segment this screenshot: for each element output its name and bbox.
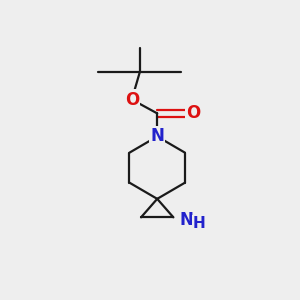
- Text: O: O: [125, 91, 139, 109]
- Text: H: H: [192, 216, 205, 231]
- Text: O: O: [186, 104, 200, 122]
- Text: N: N: [179, 211, 193, 229]
- Text: N: N: [150, 128, 164, 146]
